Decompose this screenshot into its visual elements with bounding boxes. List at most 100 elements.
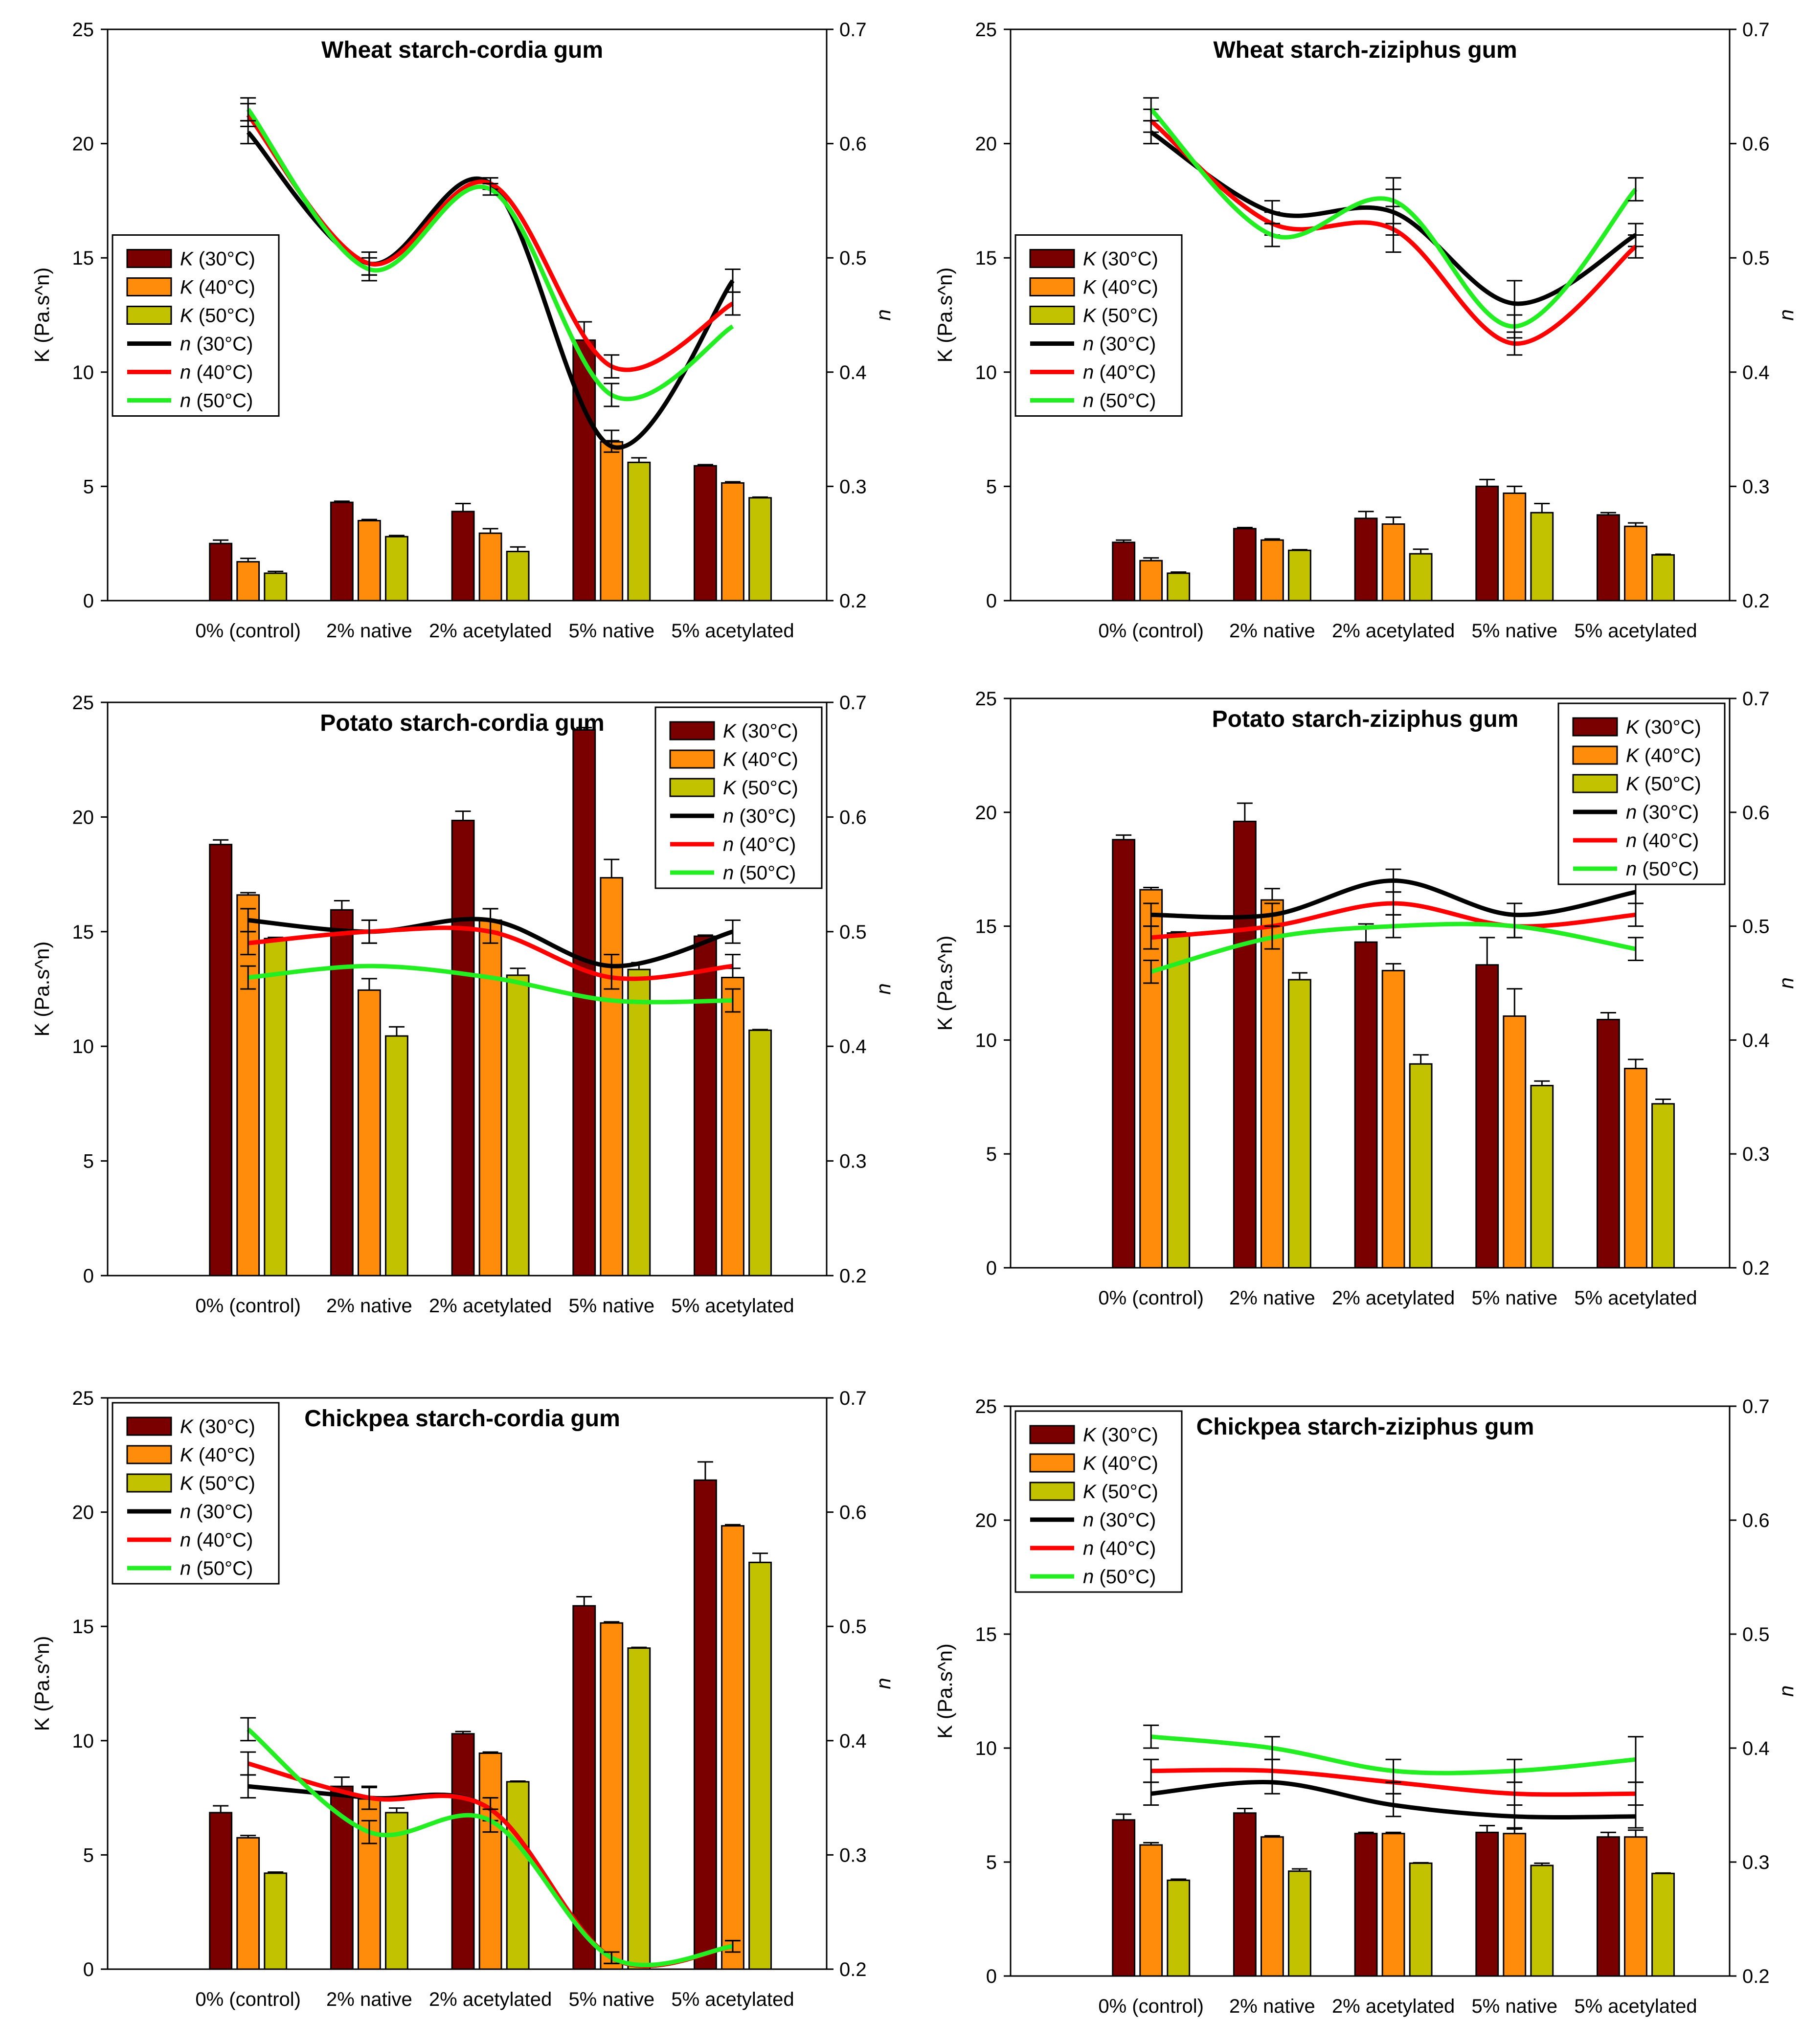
- bar-3-2: [385, 536, 408, 602]
- left-tick-label: 20: [975, 802, 997, 824]
- legend-symbol: n: [180, 333, 191, 355]
- bar-2-2: [357, 989, 381, 1277]
- n-error-3-4: [604, 1951, 620, 1964]
- bar-3-4: [627, 968, 651, 1277]
- right-tick-label: 0.6: [1742, 1510, 1770, 1531]
- legend-label: (30°C): [734, 806, 796, 827]
- legend-symbol: n: [180, 1529, 191, 1551]
- bar-1-2: [330, 501, 354, 602]
- legend-label: (50°C): [1637, 858, 1699, 880]
- left-tick-label: 15: [72, 921, 94, 943]
- right-tick-label: 0.6: [839, 1502, 867, 1524]
- bar-1-4: [1475, 964, 1499, 1269]
- right-tick-label: 0.7: [839, 1388, 867, 1409]
- legend-item-5: n (40°C): [180, 361, 253, 383]
- bar-error-3-5: [1655, 1098, 1671, 1104]
- bar-error-1-4: [1479, 1824, 1495, 1833]
- bar-error-1-4: [576, 727, 592, 730]
- bar-3-5: [748, 1029, 772, 1277]
- legend-item-1: K (30°C): [1083, 248, 1158, 270]
- bar-1-2: [1233, 528, 1257, 602]
- legend-label: (30°C): [1094, 1509, 1156, 1531]
- category-label: 0% (control): [1098, 1996, 1204, 2017]
- bar-3-3: [506, 1781, 530, 1970]
- y-right-label: n: [1775, 977, 1798, 988]
- legend-label: (40°C): [1637, 830, 1699, 852]
- legend-label: (40°C): [1096, 1453, 1158, 1474]
- bar-error-3-4: [1534, 502, 1550, 513]
- bar-error-3-1: [1171, 1878, 1187, 1881]
- legend-item-4: n (30°C): [1083, 333, 1156, 355]
- category-label: 2% acetylated: [429, 1295, 552, 1317]
- n-error-1-5: [724, 919, 741, 944]
- right-tick-label: 0.5: [1742, 1624, 1770, 1645]
- n-error-3-3: [1385, 914, 1401, 939]
- right-tick-label: 0.4: [839, 1730, 867, 1752]
- legend-symbol: n: [1083, 1566, 1094, 1588]
- category-label: 2% native: [1229, 1996, 1315, 2017]
- n-line-3: [248, 964, 733, 1005]
- category-label: 5% acetylated: [671, 1295, 794, 1317]
- legend: K (30°C)K (40°C)K (50°C)n (30°C)n (40°C)…: [112, 1402, 280, 1585]
- chart-title: Chickpea starch-ziziphus gum: [1196, 1414, 1534, 1440]
- legend-label: (50°C): [734, 862, 796, 884]
- legend-swatch-2: [126, 277, 172, 296]
- bar-error-3-1: [268, 570, 284, 573]
- bar-3-1: [1167, 1879, 1191, 1977]
- n-error-2-4: [604, 965, 620, 990]
- legend-swatch-3: [1029, 1482, 1075, 1501]
- chart-title: Chickpea starch-cordia gum: [304, 1406, 620, 1432]
- legend-item-2: K (40°C): [1626, 745, 1701, 766]
- legend-symbol: K: [1626, 745, 1640, 766]
- legend-swatch-3: [669, 778, 715, 797]
- legend-label: (40°C): [191, 1529, 253, 1551]
- legend-item-2: K (40°C): [723, 749, 798, 770]
- legend-item-3: K (50°C): [1083, 1481, 1158, 1503]
- legend-label: (30°C): [1096, 248, 1158, 270]
- n-error-3-5: [1627, 937, 1644, 961]
- bar-error-2-2: [361, 978, 377, 990]
- n-error-3-3: [1385, 177, 1401, 225]
- right-tick-label: 0.4: [839, 1036, 867, 1057]
- bar-error-3-3: [510, 967, 526, 975]
- left-tick-label: 0: [83, 1959, 94, 1980]
- left-tick-label: 5: [986, 476, 997, 497]
- legend-item-3: K (50°C): [1626, 773, 1701, 795]
- bar-error-2-3: [1385, 516, 1401, 524]
- category-label: 2% native: [326, 1295, 412, 1317]
- legend-label: (30°C): [191, 333, 253, 355]
- n-error-3-3: [482, 1808, 498, 1833]
- bar-error-1-3: [455, 1730, 471, 1734]
- right-tick-label: 0.5: [1742, 916, 1770, 938]
- category-label: 0% (control): [195, 1989, 301, 2010]
- n-error-2-1: [1143, 925, 1159, 950]
- right-tick-label: 0.3: [839, 1151, 867, 1172]
- bar-1-3: [451, 819, 475, 1277]
- left-tick-label: 0: [83, 1265, 94, 1287]
- legend-swatch-3: [126, 305, 172, 325]
- y-right-label: n: [872, 309, 895, 320]
- bar-error-1-1: [213, 1805, 229, 1813]
- legend-label: (50°C): [193, 1473, 255, 1494]
- legend-swatch-3: [1029, 305, 1075, 325]
- legend-label: (40°C): [193, 276, 255, 298]
- legend-label: (40°C): [734, 834, 796, 855]
- legend-symbol: K: [180, 1473, 194, 1494]
- legend-item-2: K (40°C): [1083, 1453, 1158, 1474]
- legend-item-1: K (30°C): [1083, 1424, 1158, 1446]
- bar-error-2-4: [604, 858, 620, 878]
- legend-label: (30°C): [191, 1501, 253, 1523]
- legend-symbol: n: [180, 390, 191, 411]
- right-tick-label: 0.4: [1742, 1738, 1770, 1759]
- bar-2-1: [1139, 1844, 1163, 1977]
- bar-2-5: [1624, 1068, 1647, 1269]
- bar-error-1-2: [1237, 527, 1253, 529]
- legend-label: (50°C): [193, 305, 255, 326]
- legend-item-6: n (50°C): [1083, 1566, 1156, 1588]
- bar-error-2-1: [1143, 886, 1159, 890]
- right-tick-label: 0.2: [1742, 1966, 1770, 1987]
- category-label: 2% acetylated: [429, 1989, 552, 2010]
- legend-swatch-1: [1572, 717, 1618, 737]
- chart-panel-6: 0 5 10 15 20 25 0.2 0.3 0.4 0.5 0.6 0.7 0% (control)…: [933, 1396, 1798, 2017]
- bar-error-1-4: [1479, 937, 1495, 965]
